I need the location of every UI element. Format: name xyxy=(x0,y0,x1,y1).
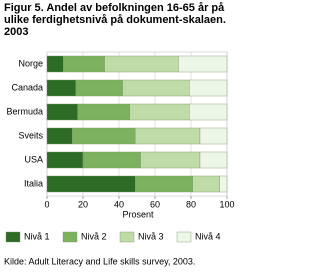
bar-segment xyxy=(77,103,130,121)
y-tick-label: USA xyxy=(24,154,43,164)
x-tick-label: 20 xyxy=(78,199,88,209)
legend-label: Nivå 2 xyxy=(81,231,107,241)
plot-area xyxy=(46,51,228,197)
y-tick-label: Sveits xyxy=(18,130,43,140)
bar-segment xyxy=(199,127,228,145)
bar-segment xyxy=(140,151,201,169)
bar-segment xyxy=(188,103,228,121)
bar-segment xyxy=(192,175,221,193)
bar-segment xyxy=(122,79,190,97)
page: {"chart_data": {"type": "stacked-barh", … xyxy=(4,2,235,267)
y-tick-label: Italia xyxy=(24,178,43,188)
bar-segment xyxy=(46,175,136,193)
x-tick-label: 80 xyxy=(186,199,196,209)
bar-segment xyxy=(63,55,105,73)
bar-segment xyxy=(75,79,123,97)
bar-segment xyxy=(46,103,78,121)
x-tick-label: 40 xyxy=(114,199,124,209)
legend-label: Nivå 3 xyxy=(138,231,164,241)
chart-title: Figur 5. Andel av befolkningen 16-65 år … xyxy=(4,2,226,38)
source-note: Kilde: Adult Literacy and Life skills su… xyxy=(4,256,195,266)
legend-label: Nivå 1 xyxy=(24,231,50,241)
bar-segment xyxy=(134,127,201,145)
x-tick-label: 100 xyxy=(219,199,234,209)
legend-swatch xyxy=(5,231,21,243)
bar-segment xyxy=(71,127,136,145)
bar-segment xyxy=(46,127,73,145)
bar-segment xyxy=(134,175,193,193)
bar-segment xyxy=(219,175,228,193)
bar-segment xyxy=(178,55,228,73)
legend-swatch xyxy=(119,231,135,243)
legend-label: Nivå 4 xyxy=(195,231,221,241)
x-tick-label: 60 xyxy=(150,199,160,209)
x-tick-label: 0 xyxy=(44,199,49,209)
bar-segment xyxy=(104,55,179,73)
bar-segment xyxy=(46,55,64,73)
x-axis-label: Prosent xyxy=(122,209,154,219)
bar-segment xyxy=(82,151,141,169)
y-tick-label: Norge xyxy=(18,58,43,68)
y-tick-label: Bermuda xyxy=(6,106,43,116)
bar-segment xyxy=(188,79,228,97)
bar-segment xyxy=(199,151,228,169)
legend-swatch xyxy=(62,231,78,243)
legend-swatch xyxy=(176,231,192,243)
chart: Prosent Kilde: Adult Literacy and Life s… xyxy=(4,51,235,266)
bar-segment xyxy=(46,151,84,169)
bar-segment xyxy=(46,79,76,97)
y-tick-label: Canada xyxy=(11,82,43,92)
bar-segment xyxy=(129,103,190,121)
